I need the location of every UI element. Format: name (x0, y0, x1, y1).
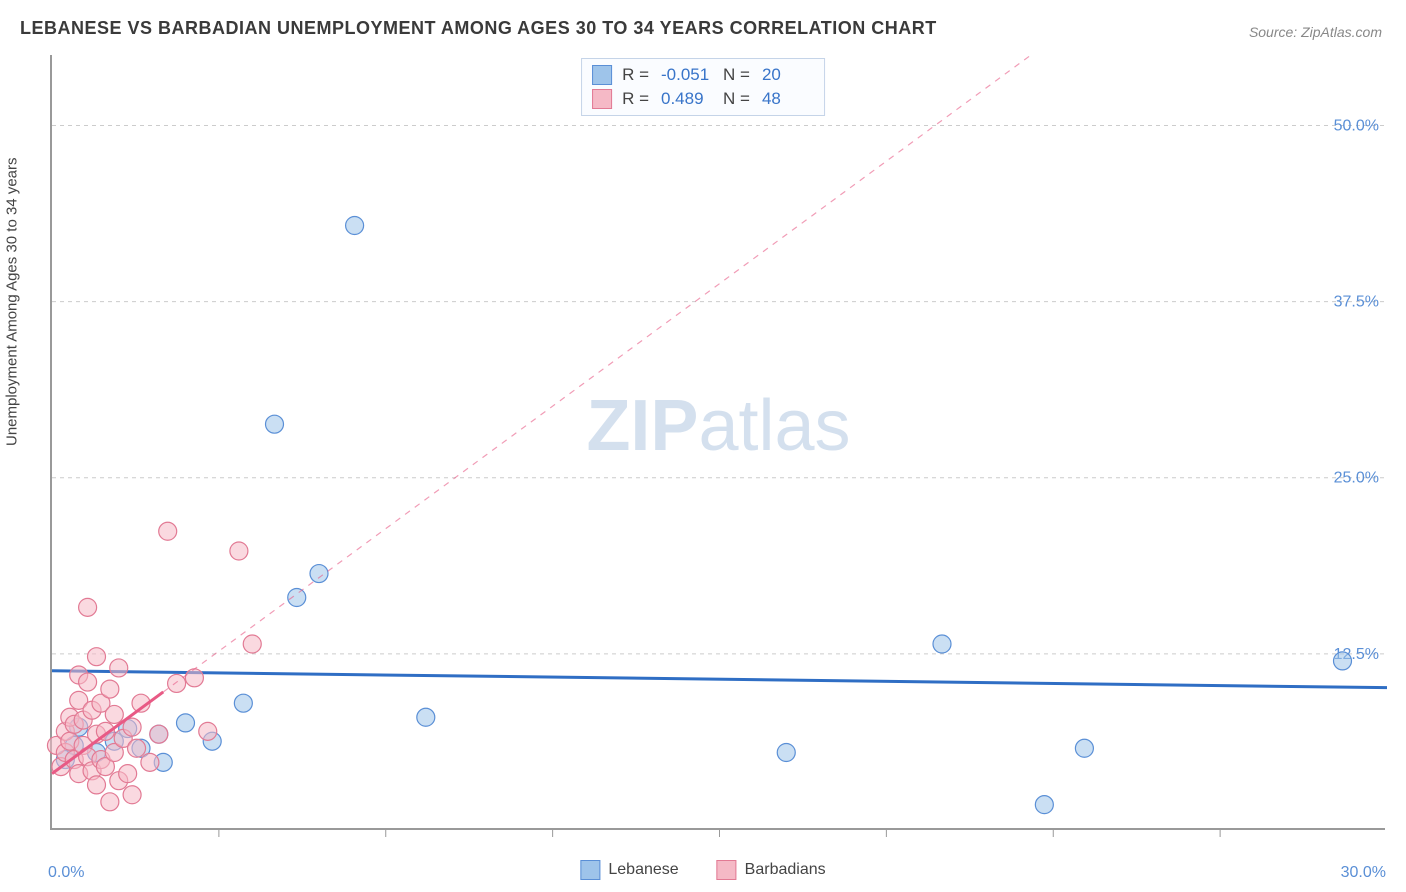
plot-area: ZIPatlas 12.5%25.0%37.5%50.0% (50, 55, 1385, 830)
svg-text:25.0%: 25.0% (1334, 470, 1379, 487)
stats-row-lebanese: R = -0.051 N = 20 (592, 63, 814, 87)
swatch-barbadians (592, 89, 612, 109)
x-tick-1: 30.0% (1341, 864, 1386, 882)
source-label: Source: ZipAtlas.com (1249, 24, 1382, 40)
plot-svg: 12.5%25.0%37.5%50.0% (52, 55, 1385, 828)
stats-legend: R = -0.051 N = 20 R = 0.489 N = 48 (581, 58, 825, 116)
legend-item-barbadians: Barbadians (717, 860, 826, 880)
swatch-lebanese (592, 65, 612, 85)
series-legend: Lebanese Barbadians (580, 860, 825, 880)
svg-text:50.0%: 50.0% (1334, 117, 1379, 134)
svg-text:37.5%: 37.5% (1334, 294, 1379, 311)
x-tick-0: 0.0% (48, 864, 84, 882)
chart-title: LEBANESE VS BARBADIAN UNEMPLOYMENT AMONG… (20, 18, 937, 39)
stats-row-barbadians: R = 0.489 N = 48 (592, 87, 814, 111)
y-axis-label: Unemployment Among Ages 30 to 34 years (4, 157, 21, 446)
legend-label: Barbadians (745, 861, 826, 879)
legend-label: Lebanese (608, 861, 678, 879)
correlation-chart: LEBANESE VS BARBADIAN UNEMPLOYMENT AMONG… (0, 0, 1406, 892)
legend-swatch-lebanese (580, 860, 600, 880)
legend-item-lebanese: Lebanese (580, 860, 678, 880)
legend-swatch-barbadians (717, 860, 737, 880)
